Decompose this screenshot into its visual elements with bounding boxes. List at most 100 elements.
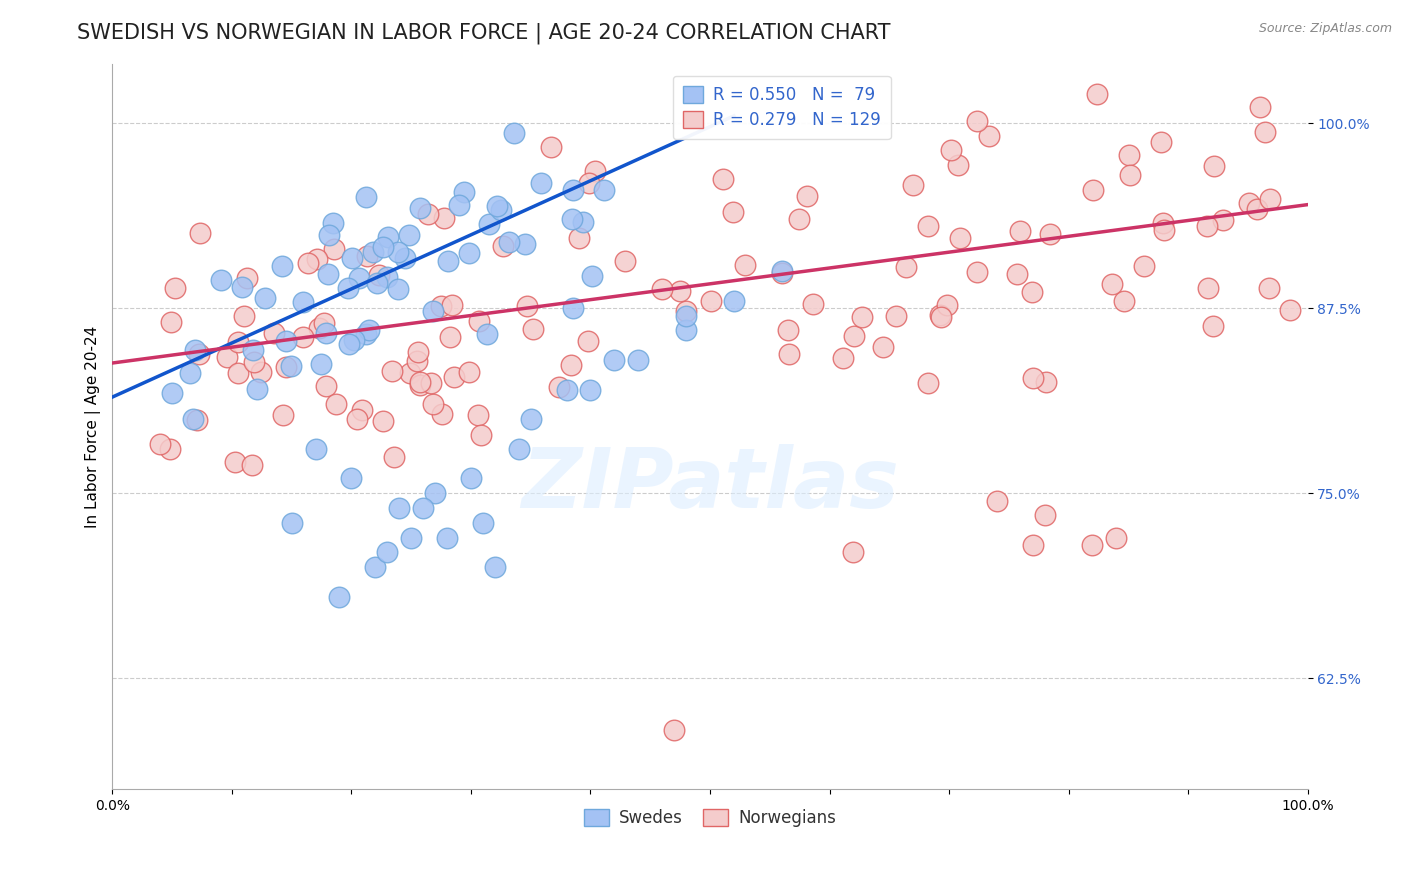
Point bbox=[562, 184, 585, 198]
Point bbox=[250, 365, 273, 379]
Point bbox=[274, 359, 297, 374]
Text: Source: ZipAtlas.com: Source: ZipAtlas.com bbox=[1258, 22, 1392, 36]
Point bbox=[328, 590, 350, 604]
Point bbox=[986, 493, 1008, 508]
Point bbox=[274, 334, 297, 349]
Point bbox=[209, 273, 232, 287]
Point bbox=[711, 172, 734, 186]
Point bbox=[373, 414, 395, 428]
Point bbox=[585, 164, 607, 178]
Point bbox=[1021, 285, 1043, 300]
Point bbox=[555, 383, 578, 397]
Point bbox=[350, 402, 373, 417]
Point bbox=[842, 328, 865, 343]
Point bbox=[458, 365, 481, 379]
Point bbox=[561, 211, 583, 226]
Point bbox=[579, 383, 602, 397]
Point bbox=[337, 337, 360, 351]
Point bbox=[1246, 202, 1268, 216]
Point bbox=[377, 229, 399, 244]
Point bbox=[253, 291, 276, 305]
Point bbox=[240, 458, 263, 472]
Point bbox=[1035, 376, 1057, 390]
Point bbox=[188, 347, 211, 361]
Point bbox=[380, 364, 402, 378]
Legend: Swedes, Norwegians: Swedes, Norwegians bbox=[576, 800, 844, 835]
Point bbox=[246, 382, 269, 396]
Point bbox=[1279, 302, 1302, 317]
Point bbox=[190, 227, 212, 241]
Point bbox=[662, 723, 685, 737]
Point bbox=[318, 228, 340, 243]
Point bbox=[447, 198, 470, 212]
Point bbox=[336, 281, 359, 295]
Point bbox=[917, 219, 939, 234]
Point bbox=[315, 378, 337, 392]
Point bbox=[226, 334, 249, 349]
Point bbox=[382, 450, 405, 465]
Point bbox=[1254, 125, 1277, 139]
Point bbox=[572, 215, 595, 229]
Point bbox=[308, 321, 330, 335]
Point bbox=[304, 442, 326, 456]
Point bbox=[1249, 100, 1271, 114]
Point bbox=[280, 516, 302, 530]
Point bbox=[1021, 538, 1043, 552]
Point bbox=[721, 204, 744, 219]
Point bbox=[508, 442, 530, 456]
Point bbox=[578, 176, 600, 190]
Point bbox=[568, 231, 591, 245]
Point bbox=[776, 323, 799, 337]
Point bbox=[1039, 227, 1062, 241]
Point bbox=[498, 235, 520, 249]
Point bbox=[418, 206, 440, 220]
Point bbox=[627, 353, 650, 368]
Point bbox=[593, 183, 616, 197]
Point bbox=[614, 254, 637, 268]
Point bbox=[1195, 219, 1218, 233]
Point bbox=[399, 366, 422, 380]
Point bbox=[770, 264, 793, 278]
Point bbox=[432, 211, 454, 225]
Point bbox=[236, 271, 259, 285]
Point bbox=[1202, 318, 1225, 333]
Point bbox=[516, 299, 538, 313]
Point bbox=[436, 531, 458, 545]
Point bbox=[1081, 538, 1104, 552]
Point bbox=[475, 326, 498, 341]
Point bbox=[354, 326, 377, 341]
Point bbox=[1081, 183, 1104, 197]
Point bbox=[1204, 159, 1226, 173]
Point bbox=[576, 334, 599, 348]
Point bbox=[929, 310, 952, 324]
Point bbox=[271, 259, 294, 273]
Point bbox=[160, 315, 183, 329]
Point bbox=[375, 545, 398, 559]
Point bbox=[361, 245, 384, 260]
Point bbox=[470, 428, 492, 442]
Point bbox=[443, 370, 465, 384]
Point bbox=[540, 140, 562, 154]
Point bbox=[356, 249, 378, 263]
Point bbox=[675, 304, 697, 318]
Point bbox=[491, 239, 513, 253]
Point bbox=[429, 299, 451, 313]
Point bbox=[406, 354, 429, 368]
Point bbox=[1119, 168, 1142, 182]
Point bbox=[842, 545, 865, 559]
Point bbox=[675, 309, 697, 323]
Point bbox=[669, 284, 692, 298]
Point bbox=[1033, 508, 1056, 523]
Point bbox=[851, 310, 873, 324]
Point bbox=[226, 366, 249, 380]
Point bbox=[368, 268, 391, 282]
Point bbox=[1010, 224, 1032, 238]
Point bbox=[651, 282, 673, 296]
Point bbox=[460, 471, 482, 485]
Point bbox=[548, 380, 571, 394]
Point bbox=[453, 185, 475, 199]
Point bbox=[349, 271, 371, 285]
Point bbox=[412, 501, 434, 516]
Point bbox=[186, 413, 208, 427]
Point bbox=[263, 326, 285, 341]
